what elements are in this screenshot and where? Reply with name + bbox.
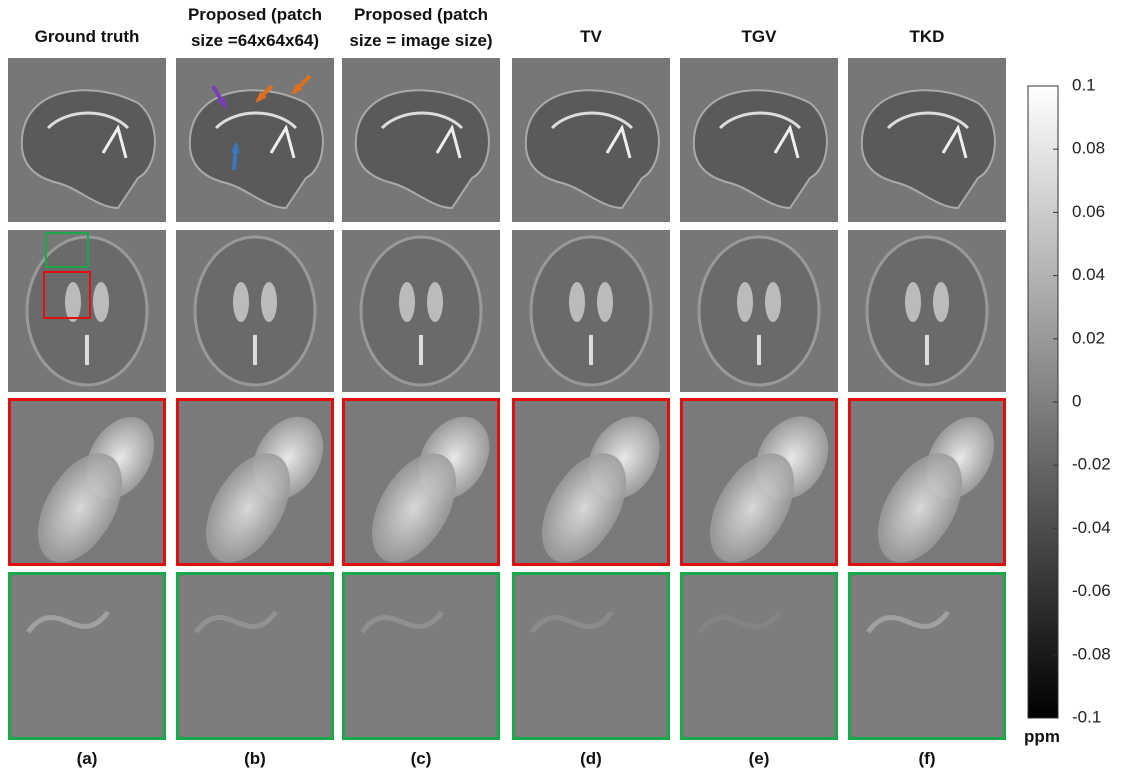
colorbar-tick-label: -0.06 xyxy=(1072,581,1111,600)
colorbar-tick-label: 0.02 xyxy=(1072,328,1105,347)
panel-label: (d) xyxy=(580,749,602,768)
column-header: TV xyxy=(580,27,602,46)
zoom-green xyxy=(178,574,333,739)
colorbar-tick-label: -0.04 xyxy=(1072,518,1111,537)
putamen-left xyxy=(737,282,753,322)
midline xyxy=(589,335,593,365)
colorbar-tick-label: -0.1 xyxy=(1072,707,1101,726)
colorbar-tick-label: 0.1 xyxy=(1072,75,1096,94)
putamen-right xyxy=(93,282,109,322)
zoom-green xyxy=(682,574,837,739)
midline xyxy=(253,335,257,365)
zoom-green xyxy=(850,574,1005,739)
panel-label: (c) xyxy=(411,749,432,768)
putamen-right xyxy=(427,282,443,322)
midline xyxy=(757,335,761,365)
zoom-green xyxy=(514,574,669,739)
column-header: Ground truth xyxy=(35,27,140,46)
panel-label: (b) xyxy=(244,749,266,768)
zoom-green xyxy=(10,574,165,739)
column-header: Proposed (patch xyxy=(354,5,488,24)
midline xyxy=(419,335,423,365)
colorbar-tick-label: 0.08 xyxy=(1072,139,1105,158)
column-header: TKD xyxy=(910,27,945,46)
column-header: size = image size) xyxy=(349,31,492,50)
colorbar-tick-label: 0 xyxy=(1072,391,1081,410)
putamen-right xyxy=(597,282,613,322)
zoom-green xyxy=(344,574,499,739)
putamen-left xyxy=(399,282,415,322)
colorbar-tick-label: 0.06 xyxy=(1072,202,1105,221)
colorbar-unit: ppm xyxy=(1024,727,1060,746)
midline xyxy=(85,335,89,365)
putamen-right xyxy=(261,282,277,322)
panel-label: (f) xyxy=(919,749,936,768)
putamen-left xyxy=(569,282,585,322)
column-header: size =64x64x64) xyxy=(191,31,319,50)
panel-label: (e) xyxy=(749,749,770,768)
putamen-left xyxy=(233,282,249,322)
midline xyxy=(925,335,929,365)
colorbar-tick-label: 0.04 xyxy=(1072,265,1105,284)
panel-label: (a) xyxy=(77,749,98,768)
column-header: TGV xyxy=(742,27,778,46)
putamen-left xyxy=(905,282,921,322)
putamen-right xyxy=(765,282,781,322)
putamen-right xyxy=(933,282,949,322)
putamen-left xyxy=(65,282,81,322)
figure: Ground truth (a) Proposed (patch size =64x6… xyxy=(0,0,1132,772)
colorbar-tick-label: -0.08 xyxy=(1072,644,1111,663)
colorbar-tick-label: -0.02 xyxy=(1072,455,1111,474)
column-header: Proposed (patch xyxy=(188,5,322,24)
